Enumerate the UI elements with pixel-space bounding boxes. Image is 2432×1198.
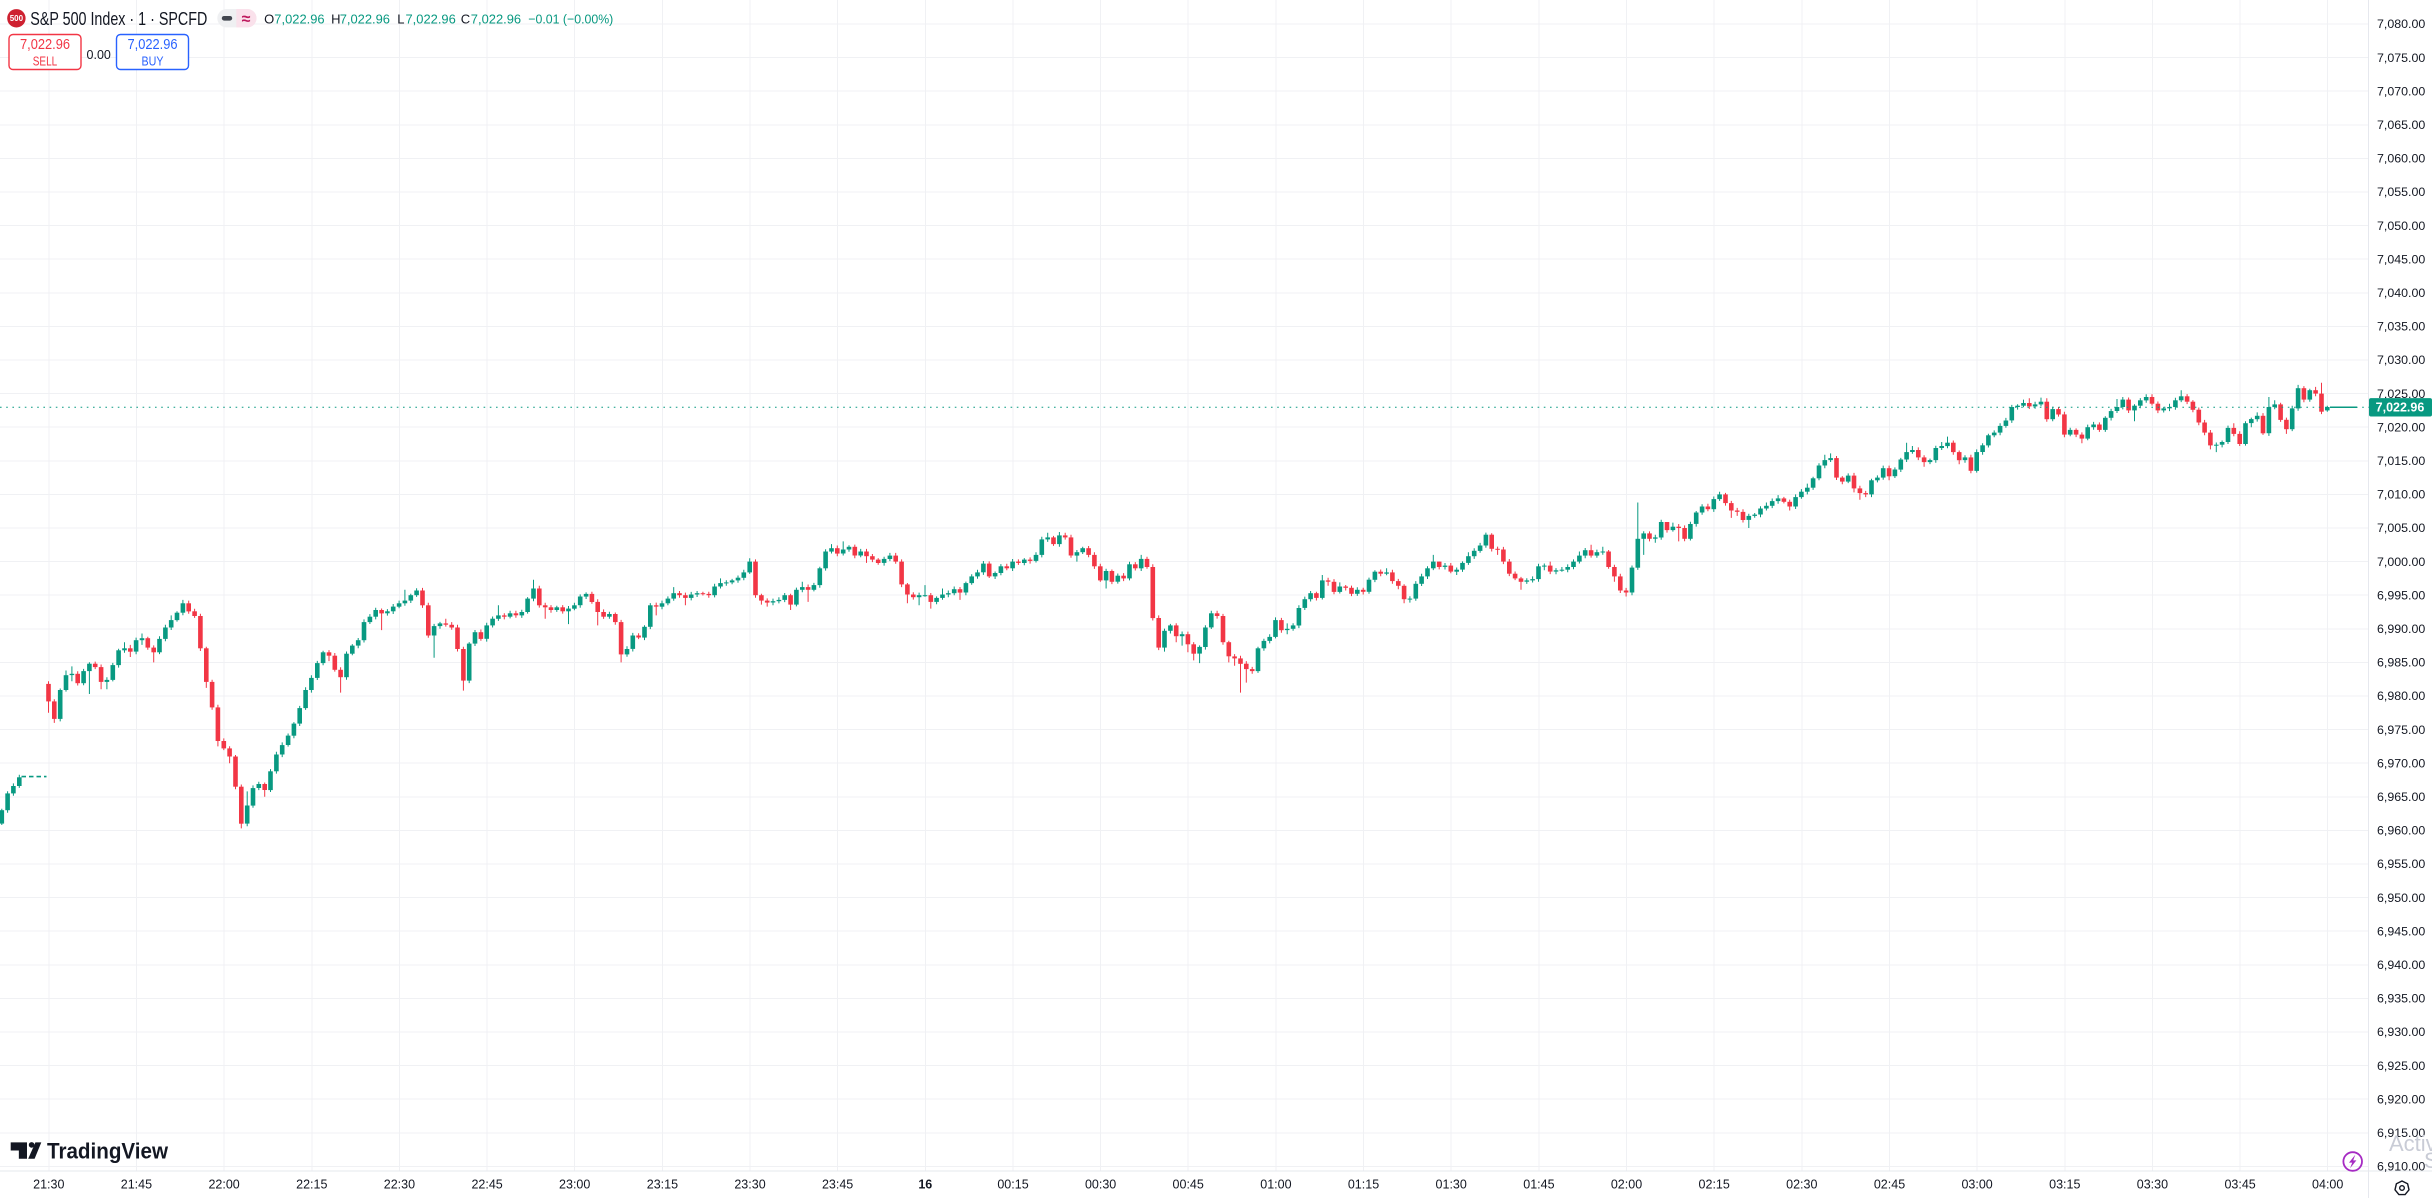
svg-text:01:00: 01:00 [1260, 1178, 1291, 1192]
svg-text:L: L [397, 11, 404, 26]
svg-text:04:00: 04:00 [2312, 1178, 2343, 1192]
svg-text:03:45: 03:45 [2224, 1178, 2255, 1192]
svg-text:01:30: 01:30 [1436, 1178, 1467, 1192]
svg-text:6,945.00: 6,945.00 [2377, 924, 2425, 938]
svg-text:16: 16 [918, 1178, 932, 1192]
svg-text:O: O [264, 11, 274, 26]
svg-text:02:00: 02:00 [1611, 1178, 1642, 1192]
svg-text:7,015.00: 7,015.00 [2377, 454, 2425, 468]
svg-text:SELL: SELL [33, 54, 58, 68]
svg-text:23:15: 23:15 [647, 1178, 678, 1192]
svg-text:03:00: 03:00 [1961, 1178, 1992, 1192]
svg-text:6,930.00: 6,930.00 [2377, 1025, 2425, 1039]
svg-text:6,925.00: 6,925.00 [2377, 1059, 2425, 1073]
svg-text:6,995.00: 6,995.00 [2377, 588, 2425, 602]
svg-text:6,965.00: 6,965.00 [2377, 790, 2425, 804]
svg-text:6,975.00: 6,975.00 [2377, 723, 2425, 737]
svg-text:23:00: 23:00 [559, 1178, 590, 1192]
svg-text:7,060.00: 7,060.00 [2377, 152, 2425, 166]
svg-text:500: 500 [10, 14, 24, 23]
svg-text:S: S [2424, 1148, 2432, 1173]
svg-text:6,990.00: 6,990.00 [2377, 622, 2425, 636]
svg-text:−0.01 (−0.00%): −0.01 (−0.00%) [528, 11, 613, 26]
svg-text:7,075.00: 7,075.00 [2377, 51, 2425, 65]
svg-text:7,045.00: 7,045.00 [2377, 252, 2425, 266]
svg-text:7,022.96: 7,022.96 [340, 11, 390, 26]
svg-text:7,022.96: 7,022.96 [2376, 401, 2425, 415]
svg-text:BUY: BUY [142, 54, 165, 68]
svg-text:7,065.00: 7,065.00 [2377, 118, 2425, 132]
svg-text:7,035.00: 7,035.00 [2377, 320, 2425, 334]
svg-text:22:45: 22:45 [471, 1178, 502, 1192]
svg-text:7,005.00: 7,005.00 [2377, 521, 2425, 535]
svg-text:00:15: 00:15 [997, 1178, 1028, 1192]
svg-text:21:30: 21:30 [33, 1178, 64, 1192]
svg-text:22:00: 22:00 [208, 1178, 239, 1192]
svg-text:6,940.00: 6,940.00 [2377, 958, 2425, 972]
svg-text:00:45: 00:45 [1173, 1178, 1204, 1192]
svg-text:7,055.00: 7,055.00 [2377, 185, 2425, 199]
svg-text:7,020.00: 7,020.00 [2377, 420, 2425, 434]
svg-text:7,022.96: 7,022.96 [406, 11, 456, 26]
svg-text:7,022.96: 7,022.96 [128, 37, 178, 53]
svg-text:6,955.00: 6,955.00 [2377, 857, 2425, 871]
svg-text:7,080.00: 7,080.00 [2377, 17, 2425, 31]
svg-text:7,025.00: 7,025.00 [2377, 387, 2425, 401]
svg-text:≈: ≈ [242, 11, 251, 28]
svg-text:6,985.00: 6,985.00 [2377, 656, 2425, 670]
svg-text:6,935.00: 6,935.00 [2377, 992, 2425, 1006]
svg-text:6,970.00: 6,970.00 [2377, 756, 2425, 770]
svg-text:02:45: 02:45 [1874, 1178, 1905, 1192]
svg-text:TradingView: TradingView [47, 1139, 169, 1164]
svg-text:00:30: 00:30 [1085, 1178, 1116, 1192]
svg-text:23:30: 23:30 [734, 1178, 765, 1192]
svg-text:7,022.96: 7,022.96 [471, 11, 521, 26]
svg-text:H: H [331, 11, 340, 26]
svg-text:6,960.00: 6,960.00 [2377, 824, 2425, 838]
svg-text:01:45: 01:45 [1523, 1178, 1554, 1192]
svg-text:02:15: 02:15 [1699, 1178, 1730, 1192]
svg-text:6,910.00: 6,910.00 [2377, 1160, 2425, 1174]
svg-text:21:45: 21:45 [121, 1178, 152, 1192]
svg-text:7,050.00: 7,050.00 [2377, 219, 2425, 233]
svg-text:6,950.00: 6,950.00 [2377, 891, 2425, 905]
svg-text:7,022.96: 7,022.96 [20, 37, 70, 53]
svg-text:7,022.96: 7,022.96 [274, 11, 324, 26]
svg-text:C: C [461, 11, 470, 26]
svg-text:7,070.00: 7,070.00 [2377, 84, 2425, 98]
svg-text:6,920.00: 6,920.00 [2377, 1092, 2425, 1106]
svg-text:23:45: 23:45 [822, 1178, 853, 1192]
svg-text:02:30: 02:30 [1786, 1178, 1817, 1192]
svg-text:7,000.00: 7,000.00 [2377, 555, 2425, 569]
svg-text:6,915.00: 6,915.00 [2377, 1126, 2425, 1140]
svg-text:22:15: 22:15 [296, 1178, 327, 1192]
svg-text:01:15: 01:15 [1348, 1178, 1379, 1192]
svg-text:7,030.00: 7,030.00 [2377, 353, 2425, 367]
svg-text:0.00: 0.00 [87, 48, 111, 62]
svg-text:S&P 500 Index · 1 · SPCFD: S&P 500 Index · 1 · SPCFD [30, 8, 207, 29]
svg-text:03:30: 03:30 [2137, 1178, 2168, 1192]
svg-text:7,010.00: 7,010.00 [2377, 488, 2425, 502]
svg-text:7,040.00: 7,040.00 [2377, 286, 2425, 300]
svg-text:Activ: Activ [2389, 1131, 2432, 1156]
svg-text:22:30: 22:30 [384, 1178, 415, 1192]
svg-text:6,980.00: 6,980.00 [2377, 689, 2425, 703]
svg-text:03:15: 03:15 [2049, 1178, 2080, 1192]
